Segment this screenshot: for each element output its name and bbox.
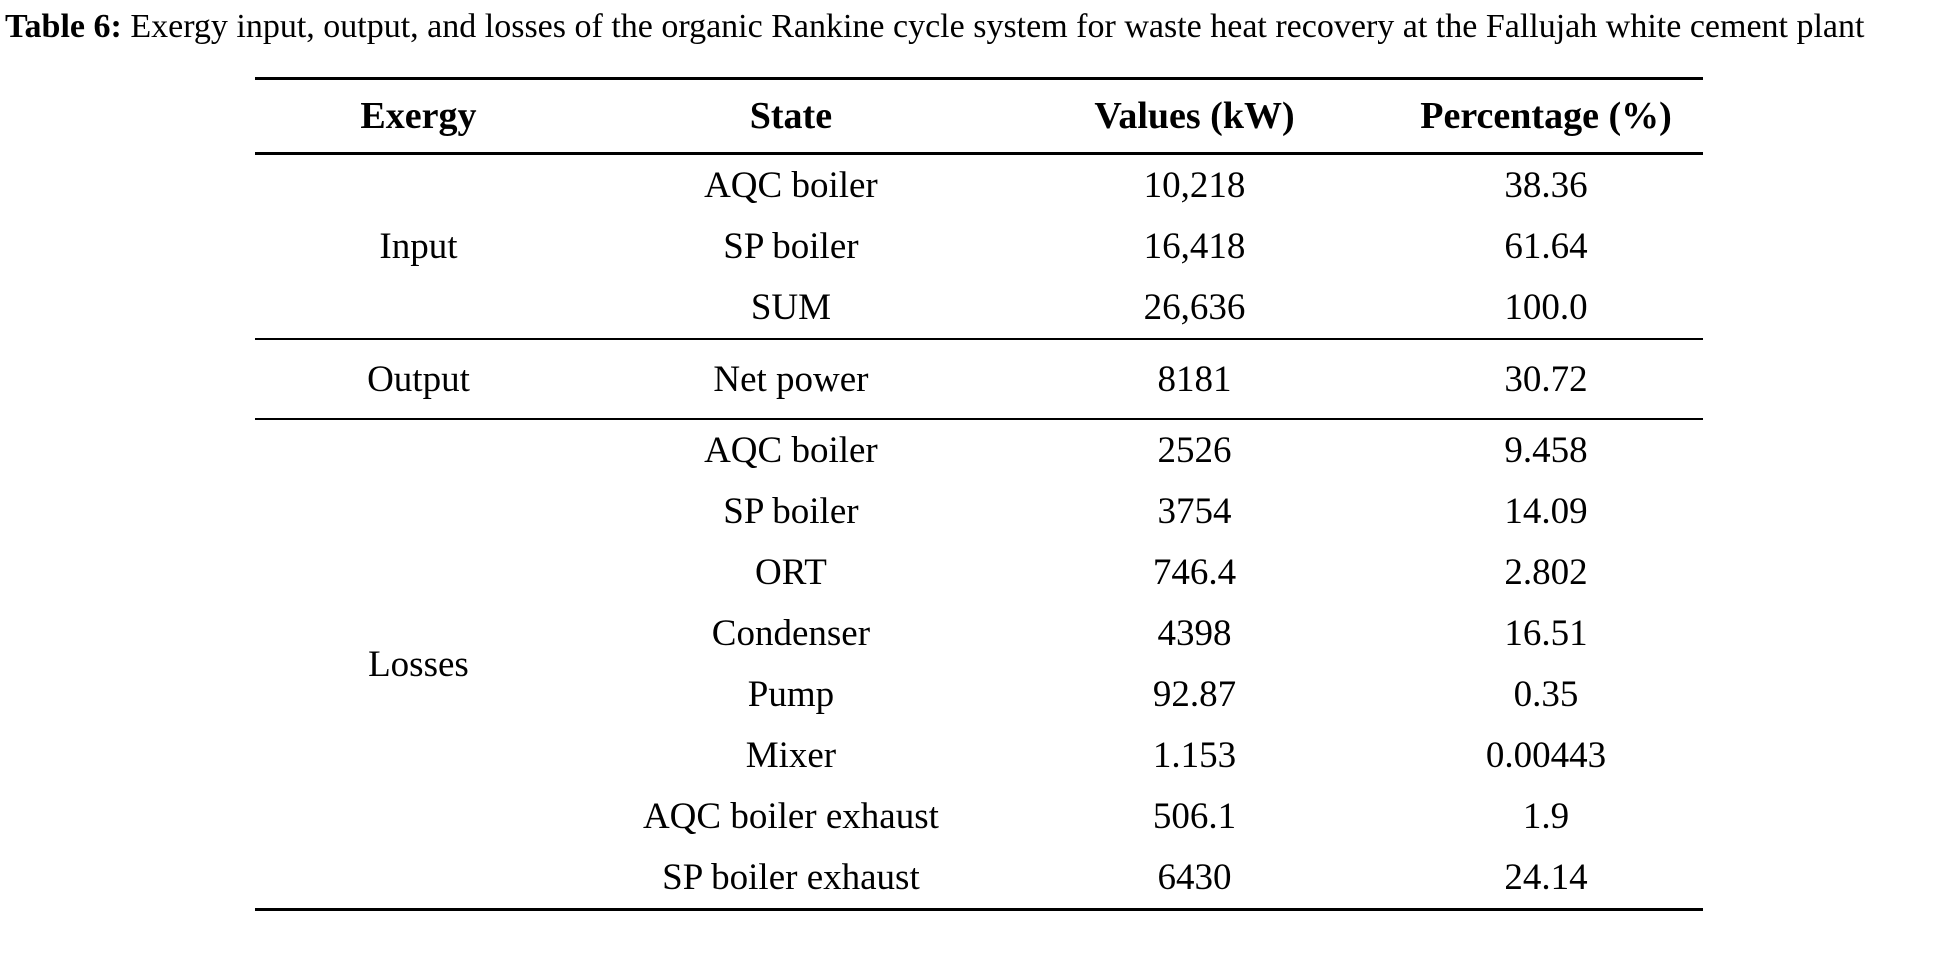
percentage-cell: 100.0 xyxy=(1504,287,1588,328)
percentage-cell: 38.36 xyxy=(1504,165,1588,206)
table-caption-text: Exergy input, output, and losses of the … xyxy=(130,8,1865,45)
value-cell: 506.1 xyxy=(1152,796,1237,837)
percentage-cell: 61.64 xyxy=(1504,226,1588,267)
percentage-cell: 14.09 xyxy=(1504,491,1588,532)
table-caption: Table 6: Exergy input, output, and losse… xyxy=(0,0,1956,49)
state-cell: Pump xyxy=(747,674,835,715)
percentage-cell: 30.72 xyxy=(1504,358,1588,400)
value-cell: 1.153 xyxy=(1152,735,1237,776)
table-row: AQC boiler exhaust 506.1 1.9 xyxy=(255,786,1703,847)
state-cell: Net power xyxy=(713,358,869,400)
state-cell: AQC boiler xyxy=(704,165,878,206)
percentage-cell: 24.14 xyxy=(1504,857,1588,898)
percentage-cell: 1.9 xyxy=(1522,796,1570,837)
state-cell: SUM xyxy=(750,287,832,328)
table-row: Mixer 1.153 0.00443 xyxy=(255,725,1703,786)
value-cell: 10,218 xyxy=(1143,165,1246,206)
value-cell: 8181 xyxy=(1157,358,1232,400)
header-state: State xyxy=(749,95,833,137)
value-cell: 16,418 xyxy=(1143,226,1246,267)
value-cell: 3754 xyxy=(1157,491,1232,532)
state-cell: AQC boiler exhaust xyxy=(642,796,939,837)
table-header: Exergy State Values (kW) Percentage (%) xyxy=(255,78,1703,154)
value-cell: 2526 xyxy=(1157,430,1232,471)
header-exergy: Exergy xyxy=(360,95,477,137)
value-cell: 92.87 xyxy=(1152,674,1237,715)
value-cell: 6430 xyxy=(1157,857,1232,898)
value-cell: 4398 xyxy=(1157,613,1232,654)
percentage-cell: 2.802 xyxy=(1504,552,1588,593)
state-cell: SP boiler xyxy=(723,491,859,532)
table-row: Input AQC boiler 10,218 38.36 xyxy=(255,154,1703,267)
table-row: Output Net power 8181 30.72 xyxy=(255,339,1703,419)
header-percentage: Percentage (%) xyxy=(1420,95,1672,137)
table-row: Losses AQC boiler 2526 9.458 xyxy=(255,419,1703,685)
table-row: SUM 26,636 100.0 xyxy=(255,277,1703,339)
table-section-output: Output Net power 8181 30.72 xyxy=(255,339,1703,419)
table-row: Pump 92.87 0.35 xyxy=(255,664,1703,725)
table-row: SP boiler exhaust 6430 24.14 xyxy=(255,847,1703,910)
percentage-cell: 0.35 xyxy=(1513,674,1579,715)
table-row: SP boiler 3754 14.09 xyxy=(255,481,1703,542)
table-row: Condenser 4398 16.51 xyxy=(255,603,1703,664)
state-cell: Condenser xyxy=(711,613,871,654)
table-row: ORT 746.4 2.802 xyxy=(255,542,1703,603)
table-section-losses: Losses AQC boiler 2526 9.458 SP boiler 3754 14… xyxy=(255,419,1703,910)
group-label-losses: Losses xyxy=(368,643,469,685)
group-label-output: Output xyxy=(367,358,470,400)
value-cell: 746.4 xyxy=(1152,552,1237,593)
percentage-cell: 16.51 xyxy=(1504,613,1588,654)
state-cell: SP boiler xyxy=(723,226,859,267)
group-label-input: Input xyxy=(379,226,458,267)
percentage-cell: 9.458 xyxy=(1504,430,1588,471)
state-cell: Mixer xyxy=(745,735,837,776)
table-row: SP boiler 16,418 61.64 xyxy=(255,216,1703,277)
table-section-input: Input AQC boiler 10,218 38.36 SP boiler 16,41… xyxy=(255,154,1703,339)
state-cell: ORT xyxy=(755,552,827,593)
percentage-cell: 0.00443 xyxy=(1485,735,1607,776)
header-values: Values (kW) xyxy=(1094,95,1295,137)
state-cell: AQC boiler xyxy=(704,430,878,471)
table-header-row: Exergy State Values (kW) Percentage (%) xyxy=(255,78,1703,154)
value-cell: 26,636 xyxy=(1143,287,1246,328)
state-cell: SP boiler exhaust xyxy=(662,857,920,898)
table-caption-label: Table 6: xyxy=(5,8,122,45)
exergy-table: Exergy State Values (kW) Percentage (%) … xyxy=(255,77,1703,911)
